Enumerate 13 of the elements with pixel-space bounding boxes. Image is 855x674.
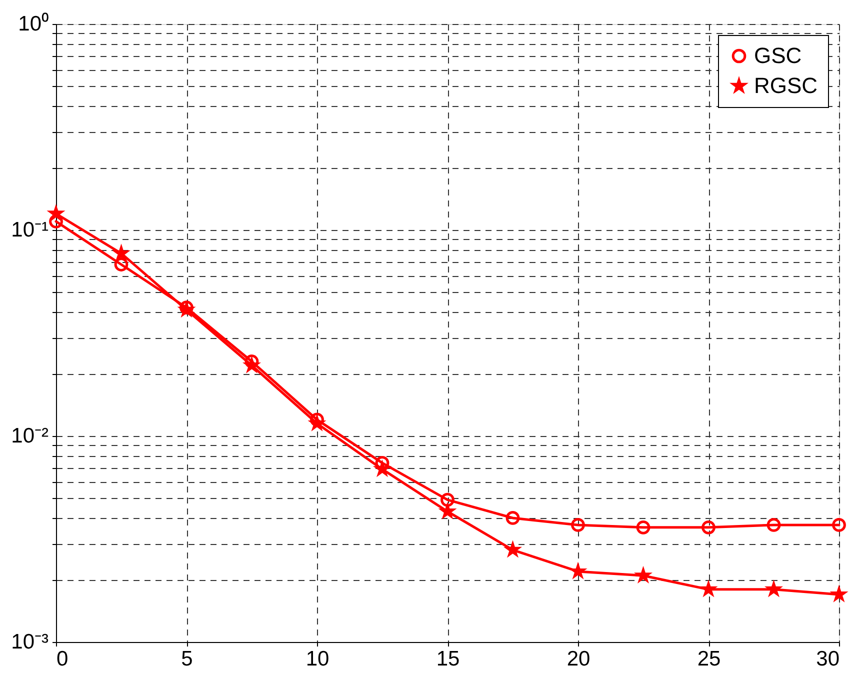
x-tick-label: 10	[306, 648, 330, 670]
x-tick-label: 0	[56, 648, 68, 670]
legend-label: GSC	[754, 43, 802, 68]
x-tick-label: 5	[181, 648, 193, 670]
x-tick-label: 15	[436, 648, 460, 670]
y-tick-label: 10⁻²	[11, 424, 48, 448]
x-tick-label: 25	[697, 648, 721, 670]
legend-label: RGSC	[754, 73, 818, 98]
x-tick-label: 20	[566, 648, 590, 670]
y-tick-label: 10⁻¹	[11, 218, 48, 242]
y-tick-label: 10⁰	[18, 12, 48, 36]
x-tick-label: 30	[816, 648, 840, 670]
y-tick-label: 10⁻³	[11, 630, 48, 654]
